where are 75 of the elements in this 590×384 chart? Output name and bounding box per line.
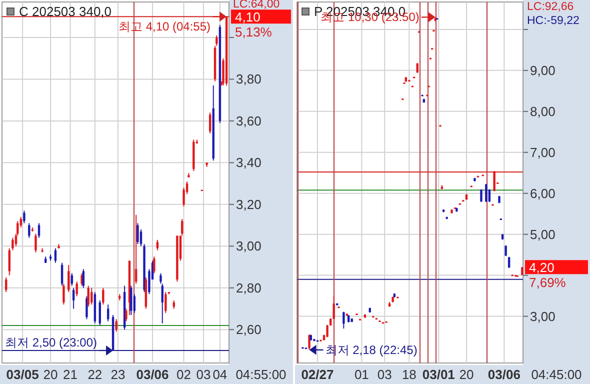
- candlestick: [480, 188, 482, 202]
- text: 04:45:00: [531, 367, 582, 382]
- candlestick: [488, 188, 491, 202]
- candlestick: [485, 183, 488, 202]
- x-tick-label: 21: [63, 367, 78, 382]
- x-tick-label: 01: [354, 367, 369, 382]
- candlestick: [98, 300, 101, 326]
- x-tick-label: 20: [43, 367, 58, 382]
- y-tick-label: 8,00: [530, 104, 556, 119]
- y-tick-label: 9,00: [530, 62, 556, 78]
- candlestick: [130, 285, 132, 316]
- candlestick: [90, 287, 93, 306]
- x-tick-label: 03: [196, 367, 211, 382]
- candlestick: [342, 311, 345, 330]
- candlestick: [161, 283, 164, 324]
- candlestick: [332, 295, 335, 320]
- y-tick-label: 3,00: [530, 308, 556, 324]
- candlestick: [87, 285, 90, 308]
- candlestick: [82, 268, 85, 288]
- candlestick: [208, 112, 212, 134]
- x-tick-label: 03: [377, 367, 392, 382]
- y-tick-label: 3,20: [236, 196, 262, 212]
- candlestick: [181, 218, 184, 236]
- candlestick: [153, 256, 156, 274]
- candlestick: [86, 296, 88, 320]
- y-tick-label: 3,60: [236, 113, 262, 128]
- candlestick: [12, 237, 14, 251]
- candlestick: [72, 287, 75, 310]
- text: 4,20: [529, 260, 554, 276]
- candlestick: [68, 264, 70, 293]
- annotation: 최저 2,50 (23:00): [4, 335, 98, 350]
- chart-title: C 202503 340,0: [19, 4, 112, 19]
- text: 7,69%: [529, 275, 566, 290]
- candlestick: [216, 34, 218, 46]
- candlestick: [134, 214, 138, 284]
- x-tick-label: 04: [212, 367, 228, 382]
- x-tick-label: 03/05: [6, 367, 39, 382]
- y-tick-label: 7,00: [530, 144, 556, 160]
- x-tick-label: 02: [176, 367, 191, 382]
- x-tick-label: 03/06: [488, 367, 520, 382]
- x-tick-label: 20: [459, 367, 474, 382]
- candlestick: [140, 228, 142, 247]
- candlestick: [62, 283, 65, 306]
- candlestick: [504, 244, 507, 257]
- x-tick-label: 22: [88, 367, 102, 382]
- x-tick-label: 23: [110, 367, 126, 382]
- y-tick-label: 6,00: [530, 186, 556, 201]
- candlestick: [76, 281, 78, 297]
- candlestick: [115, 318, 118, 332]
- text: LC:92,66: [527, 1, 574, 13]
- y-tick-label: 3,00: [236, 238, 262, 254]
- y-tick-label: 3,80: [236, 72, 262, 87]
- x-tick-label: 18: [402, 367, 416, 382]
- candlestick: [23, 210, 26, 224]
- candlestick: [107, 304, 110, 322]
- text: 4,10: [235, 10, 260, 25]
- candlestick: [34, 233, 37, 253]
- candlestick: [60, 262, 64, 286]
- candlestick: [54, 248, 57, 264]
- y-tick-label: 3,40: [236, 155, 262, 170]
- candlestick: [5, 276, 8, 293]
- x-tick-label: 02/27: [301, 367, 334, 382]
- x-tick-label: 03/01: [422, 367, 455, 382]
- candlestick: [164, 292, 167, 314]
- candlestick: [102, 287, 104, 306]
- candlestick: [160, 272, 162, 284]
- y-tick-label: 2,80: [236, 280, 262, 296]
- candlestick: [416, 62, 418, 74]
- y-tick-label: 5,00: [530, 226, 556, 242]
- text: 5,13%: [235, 24, 272, 40]
- y-tick-label: 2,60: [236, 322, 262, 338]
- text: 04:55:00: [236, 367, 286, 382]
- x-tick-label: 03/06: [136, 367, 169, 382]
- text: HC:-59,22: [527, 15, 580, 27]
- candlestick: [136, 222, 139, 245]
